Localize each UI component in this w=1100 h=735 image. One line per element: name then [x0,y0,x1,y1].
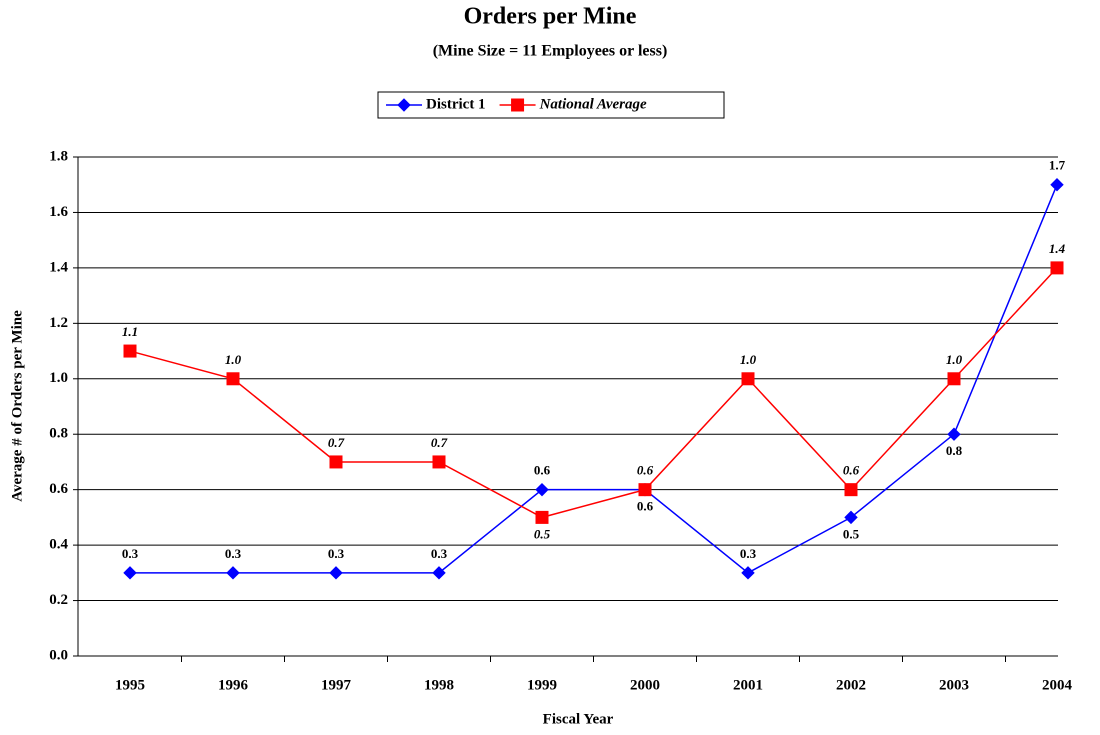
data-label: 0.3 [328,546,345,561]
data-label: 1.0 [740,352,757,367]
series-line [129,267,1058,519]
y-tick-label: 1.8 [49,148,68,164]
y-axis-title: Average # of Orders per Mine [9,310,25,502]
data-point [741,372,755,386]
data-point [329,566,343,580]
data-label: 0.5 [534,526,551,541]
data-point [638,483,652,497]
data-point [226,566,240,580]
x-tick-label: 2002 [836,677,866,693]
x-tick-label: 2004 [1042,677,1073,693]
data-point [947,427,961,441]
data-point [123,566,137,580]
y-tick-label: 1.2 [49,315,68,331]
data-point [226,372,240,386]
series-line [130,184,1058,574]
y-tick-label: 1.4 [49,259,68,275]
data-point [1050,261,1064,275]
legend-label: District 1 [426,96,486,112]
x-tick-label: 2001 [733,677,763,693]
data-label: 0.8 [946,443,963,458]
y-tick-label: 1.6 [49,204,68,220]
y-tick-label: 1.0 [49,370,68,386]
data-label: 0.6 [843,463,860,478]
data-point [329,455,343,469]
x-tick-label: 1997 [321,677,352,693]
data-label: 0.6 [534,463,551,478]
x-tick-label: 2000 [630,677,660,693]
x-axis-title: Fiscal Year [543,711,614,727]
legend-marker [397,98,411,112]
x-tick-label: 1999 [527,677,557,693]
data-label: 0.6 [637,463,654,478]
data-point [844,483,858,497]
data-label: 1.4 [1049,241,1066,256]
x-tick-label: 1996 [218,677,249,693]
y-tick-label: 0.2 [49,592,68,608]
data-point [844,510,858,525]
data-point [432,455,446,469]
data-label: 0.7 [328,435,345,450]
data-label: 0.3 [225,546,242,561]
chart-subtitle: (Mine Size = 11 Employees or less) [433,43,668,60]
data-label: 0.5 [843,526,860,541]
data-point [1050,178,1064,192]
data-point [947,372,961,386]
x-tick-label: 2003 [939,677,969,693]
data-label: 0.3 [740,546,757,561]
chart-title: Orders per Mine [464,4,637,30]
data-label: 0.7 [431,435,448,450]
y-tick-label: 0.4 [49,537,68,553]
data-point [535,510,549,524]
legend-label: National Average [539,96,647,112]
legend-marker [511,98,525,112]
x-tick-label: 1998 [424,677,454,693]
data-point [741,566,755,580]
data-label: 1.0 [225,352,242,367]
data-label: 1.1 [122,324,138,339]
data-label: 0.3 [431,546,448,561]
y-tick-label: 0.0 [49,647,68,663]
data-label: 0.3 [122,546,139,561]
data-label: 0.6 [637,499,654,514]
legend-box [377,91,725,119]
data-point [535,482,549,497]
x-tick-label: 1995 [115,677,145,693]
y-tick-label: 0.6 [49,481,68,497]
data-label: 1.0 [946,352,963,367]
data-point [123,344,137,358]
data-point [432,566,446,580]
y-tick-label: 0.8 [49,426,68,442]
data-label: 1.7 [1049,158,1066,173]
